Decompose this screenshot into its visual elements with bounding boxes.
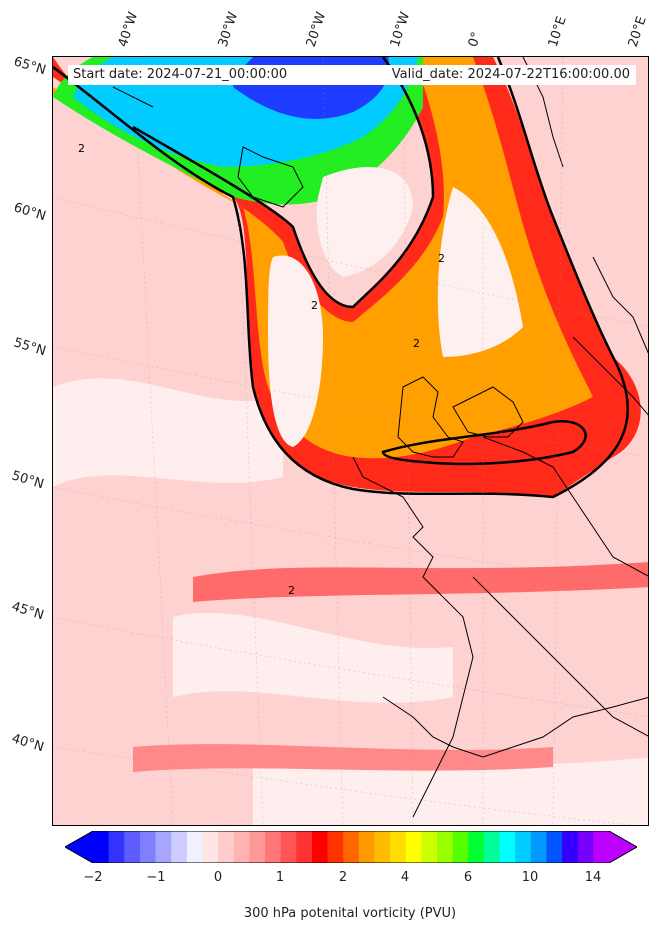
colorbar-swatch: [452, 831, 469, 863]
colorbar-swatch: [233, 831, 250, 863]
contour-2pvu-inner: [132, 57, 435, 309]
lon-label-10w: 10°W: [387, 10, 414, 49]
lon-label-0: 0°: [465, 30, 485, 49]
colorbar-label: 300 hPa potenital vorticity (PVU): [243, 906, 457, 921]
lat-label-50n: 50°N: [9, 468, 46, 493]
graticule: [53, 57, 648, 825]
colorbar-swatch: [390, 831, 407, 863]
colorbar-swatch: [546, 831, 563, 863]
colorbar-under-arrow: [65, 831, 93, 863]
colorbar-swatch: [280, 831, 297, 863]
lon-label-30w: 30°W: [215, 10, 242, 49]
colorbar-swatch: [593, 831, 610, 863]
lon-label-40w: 40°W: [115, 10, 142, 49]
lon-label-20w: 20°W: [303, 10, 330, 49]
colorbar-swatch: [155, 831, 172, 863]
valid-date-label: Valid_date: 2024-07-22T16:00:00.00: [391, 67, 630, 82]
colorbar-swatch: [296, 831, 313, 863]
colorbar-swatch: [530, 831, 547, 863]
lon-label-10e: 10°E: [545, 14, 570, 50]
colorbar-swatch: [358, 831, 375, 863]
colorbar-swatch: [327, 831, 344, 863]
colorbar-swatch: [577, 831, 594, 863]
pv-band-45n: [193, 562, 648, 602]
colorbar-swatch: [186, 831, 203, 863]
contour-2pvu-band: [381, 419, 587, 466]
colorbar-tick: 14: [584, 870, 602, 885]
colorbar-tick: 0: [213, 870, 223, 885]
potential-vorticity-map: 2 2 2 2 2: [53, 57, 648, 825]
lon-label-20e: 20°E: [625, 14, 650, 50]
colorbar-swatch: [421, 831, 438, 863]
colorbar-swatch: [265, 831, 282, 863]
lat-label-60n: 60°N: [11, 200, 48, 225]
pv-low-patches: [53, 378, 648, 825]
contour-2pvu: [53, 57, 630, 499]
contour-label: 2: [288, 584, 295, 597]
colorbar-swatch: [405, 831, 422, 863]
colorbar-tick: −1: [146, 870, 166, 885]
colorbar-tick: 4: [400, 870, 410, 885]
colorbar-swatch: [171, 831, 188, 863]
colorbar-swatch: [374, 831, 391, 863]
lat-label-55n: 55°N: [11, 335, 48, 360]
colorbar-tick: 6: [463, 870, 473, 885]
colorbar-swatch: [139, 831, 157, 863]
colorbar-swatch: [562, 831, 579, 863]
colorbar-swatch: [499, 831, 516, 863]
pv-band-38n: [133, 744, 553, 772]
contour-label: 2: [413, 337, 420, 350]
colorbar-swatch: [202, 831, 219, 863]
contour-label: 2: [438, 252, 445, 265]
colorbar-tick: −2: [83, 870, 103, 885]
colorbar-swatch: [343, 831, 360, 863]
pv-interior-1: [268, 255, 323, 447]
lat-label-40n: 40°N: [9, 731, 46, 756]
pv-interior-3: [437, 187, 523, 357]
colorbar-swatch: [311, 831, 329, 863]
colorbar-tick: 1: [275, 870, 285, 885]
date-header: Start date: 2024-07-21_00:00:00 Valid_da…: [68, 65, 636, 85]
pv-trough-orange: [53, 57, 593, 459]
colorbar-swatch: [218, 831, 235, 863]
colorbar-swatch: [249, 831, 266, 863]
contour-label: 2: [78, 142, 85, 155]
contour-label: 2: [311, 299, 318, 312]
colorbar-tick: 10: [521, 870, 539, 885]
colorbar: [65, 831, 637, 863]
start-date-label: Start date: 2024-07-21_00:00:00: [73, 67, 288, 82]
colorbar-tick: 2: [338, 870, 348, 885]
pv-interior-2: [316, 167, 413, 277]
map-frame: 2 2 2 2 2: [52, 56, 649, 826]
colorbar-swatch: [483, 831, 501, 863]
colorbar-swatch: [437, 831, 454, 863]
lat-label-45n: 45°N: [9, 599, 46, 624]
colorbar-swatch: [124, 831, 141, 863]
colorbar-over-arrow: [609, 831, 637, 863]
lat-label-65n: 65°N: [11, 54, 48, 79]
colorbar-swatch: [468, 831, 485, 863]
colorbar-swatch: [93, 831, 110, 863]
colorbar-swatch: [515, 831, 532, 863]
colorbar-swatch: [108, 831, 125, 863]
